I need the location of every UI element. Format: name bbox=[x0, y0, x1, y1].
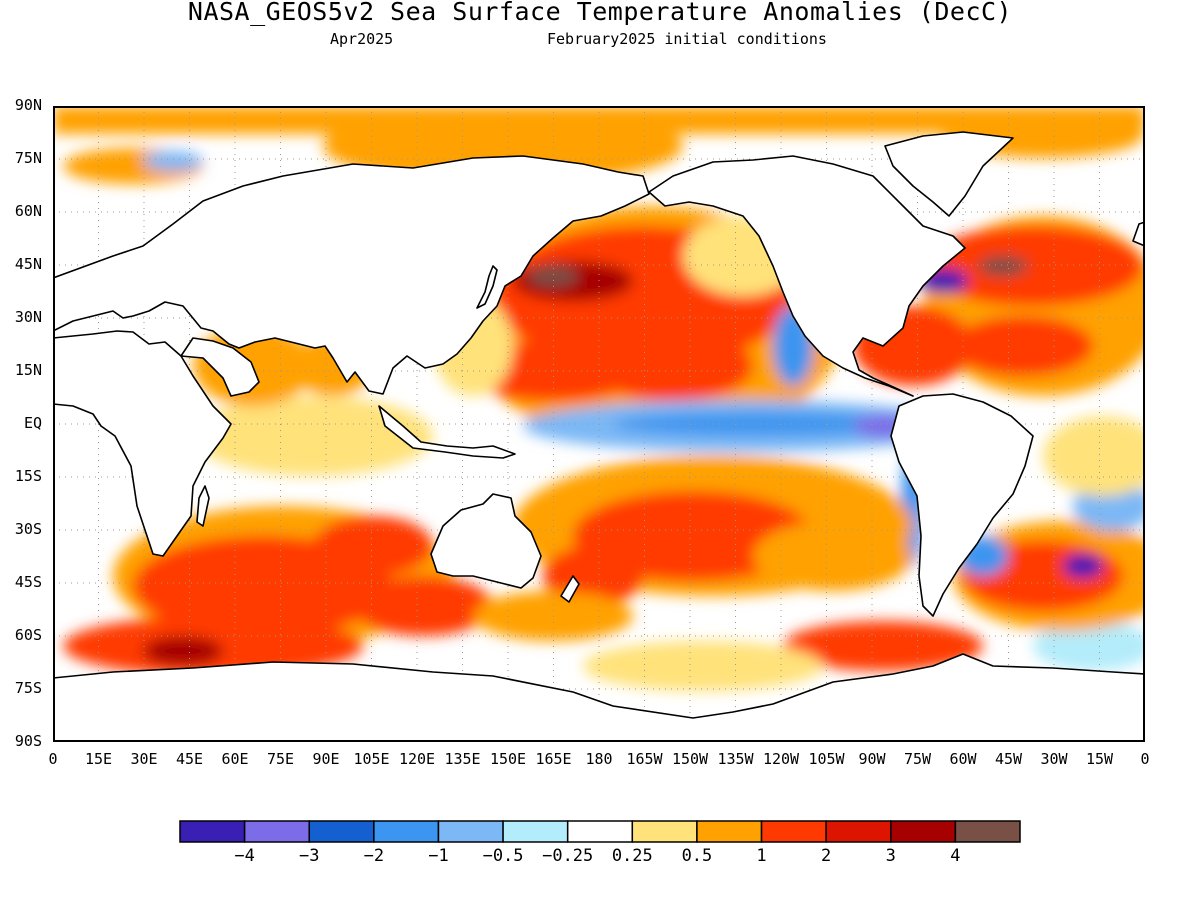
lon-tick-label: 135E bbox=[444, 750, 481, 768]
lon-tick-label: 75E bbox=[266, 750, 295, 768]
forecast-month-label: Apr2025 bbox=[330, 30, 394, 48]
lat-tick-label: 60S bbox=[14, 626, 42, 644]
map-border bbox=[53, 106, 1145, 742]
japan bbox=[476, 265, 498, 309]
colorbar-tick-label: 0.5 bbox=[681, 846, 713, 866]
lon-tick-label: 120W bbox=[762, 750, 800, 768]
lon-tick-label: 30E bbox=[130, 750, 158, 768]
colorbar-tick-label: −0.25 bbox=[542, 846, 594, 866]
australia bbox=[430, 493, 542, 589]
colorbar-swatch bbox=[825, 820, 892, 843]
lon-tick-label: 165W bbox=[626, 750, 663, 768]
colorbar-swatch bbox=[566, 820, 634, 843]
lon-tick-label: 105E bbox=[353, 750, 390, 768]
lon-tick-label: 90E bbox=[312, 750, 340, 768]
land-masses bbox=[53, 131, 1145, 742]
lon-tick-label: 75W bbox=[903, 750, 932, 768]
colorbar-tick-label: −1 bbox=[428, 846, 449, 866]
lon-tick-label: 60E bbox=[221, 750, 249, 768]
initial-conditions-label: February2025 initial conditions bbox=[547, 30, 827, 48]
colorbar-swatch bbox=[631, 820, 698, 843]
lon-tick-label: 120E bbox=[398, 750, 436, 768]
lat-tick-label: 15N bbox=[14, 361, 42, 379]
lon-tick-label: 105W bbox=[808, 750, 845, 768]
lon-tick-label: 90W bbox=[858, 750, 886, 768]
lat-tick-label: 45S bbox=[14, 573, 42, 591]
colorbar-tick-label: 3 bbox=[885, 846, 896, 866]
lon-tick-label: 0 bbox=[48, 750, 58, 768]
lat-tick-label: 30S bbox=[14, 520, 42, 538]
lon-tick-label: 180 bbox=[585, 750, 613, 768]
new-zealand bbox=[560, 575, 580, 603]
lon-tick-label: 15W bbox=[1085, 750, 1114, 768]
lat-tick-label: 60N bbox=[14, 202, 42, 220]
lat-tick-label: 15S bbox=[14, 467, 42, 485]
colorbar-tick-label: −2 bbox=[363, 846, 385, 866]
colorbar-swatch bbox=[890, 820, 957, 843]
lon-tick-label: 165E bbox=[535, 750, 572, 768]
lat-tick-label: 30N bbox=[14, 308, 42, 326]
uk bbox=[1132, 221, 1145, 247]
colorbar-tick-label: 4 bbox=[950, 846, 961, 866]
colorbar-swatch bbox=[243, 820, 310, 843]
lon-tick-label: 150W bbox=[671, 750, 709, 768]
colorbar bbox=[179, 820, 1021, 843]
chart-title: NASA_GEOS5v2 Sea Surface Temperature Ano… bbox=[187, 0, 1013, 26]
madagascar bbox=[196, 485, 210, 527]
lon-tick-label: 45E bbox=[175, 750, 204, 768]
colorbar-tick-label: −3 bbox=[298, 846, 320, 866]
colorbar-swatch bbox=[179, 820, 246, 843]
lat-tick-label: 75S bbox=[14, 679, 42, 697]
lat-tick-label: EQ bbox=[23, 414, 42, 432]
colorbar-swatch bbox=[954, 820, 1021, 843]
lat-tick-label: 45N bbox=[14, 255, 42, 273]
antarctica bbox=[53, 653, 1145, 742]
anomaly-map bbox=[53, 106, 1145, 742]
colorbar-tick-label: 0.25 bbox=[611, 846, 653, 866]
colorbar-swatch bbox=[760, 820, 827, 843]
south-america bbox=[890, 393, 1034, 617]
colorbar-swatch bbox=[373, 820, 440, 843]
colorbar-tick-label: 1 bbox=[756, 846, 767, 866]
colorbar-swatch bbox=[502, 820, 569, 843]
lon-tick-label: 15E bbox=[84, 750, 113, 768]
africa bbox=[53, 330, 232, 557]
arabia bbox=[180, 337, 260, 397]
north-america bbox=[648, 155, 966, 397]
lat-tick-label: 90S bbox=[14, 732, 42, 750]
colorbar-tick-label: −4 bbox=[234, 846, 255, 866]
colorbar-tick-label: −0.5 bbox=[482, 846, 524, 866]
map-svg bbox=[53, 106, 1145, 742]
colorbar-swatch bbox=[308, 820, 375, 843]
colorbar-tick-label: 2 bbox=[821, 846, 832, 866]
colorbar-swatch bbox=[437, 820, 504, 843]
greenland bbox=[884, 131, 1014, 217]
indonesia bbox=[378, 405, 516, 459]
eurasia-africa bbox=[53, 155, 650, 395]
colorbar-swatch bbox=[696, 820, 763, 843]
lon-tick-label: 45W bbox=[994, 750, 1023, 768]
lat-tick-label: 90N bbox=[14, 96, 42, 114]
lat-tick-label: 75N bbox=[14, 149, 42, 167]
lon-tick-label: 60W bbox=[949, 750, 977, 768]
lon-tick-label: 150E bbox=[489, 750, 527, 768]
lon-tick-label: 30W bbox=[1040, 750, 1068, 768]
lon-tick-label: 135W bbox=[717, 750, 754, 768]
lon-tick-label: 0 bbox=[1140, 750, 1150, 768]
